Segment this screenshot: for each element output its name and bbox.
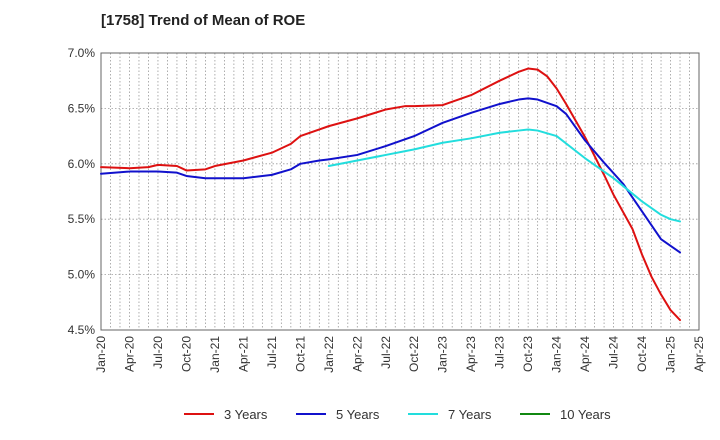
- x-tick-label: Apr-20: [122, 336, 136, 372]
- x-tick-label: Jul-21: [265, 336, 279, 369]
- x-tick-label: Jan-24: [550, 336, 564, 373]
- chart-title: [1758] Trend of Mean of ROE: [101, 12, 305, 29]
- legend-label-7-years: 7 Years: [448, 407, 492, 422]
- y-tick-label: 6.0%: [68, 157, 96, 171]
- x-tick-label: Apr-22: [350, 336, 364, 372]
- series-line-3-years: [100, 67, 682, 322]
- legend: 3 Years 5 Years 7 Years 10 Years: [184, 407, 611, 422]
- series-line-5-years: [100, 97, 682, 254]
- x-tick-label: Jan-22: [322, 336, 336, 373]
- series-lines: [100, 67, 682, 322]
- plot-frame: [100, 52, 700, 331]
- x-tick-label: Oct-20: [179, 336, 193, 372]
- y-tick-label: 4.5%: [68, 323, 96, 337]
- y-tick-label: 7.0%: [68, 46, 96, 60]
- legend-label-10-years: 10 Years: [560, 407, 611, 422]
- x-tick-label: Jul-20: [151, 336, 165, 369]
- series-line-7-years: [327, 128, 682, 223]
- x-tick-label: Apr-24: [578, 336, 592, 372]
- x-tick-label: Oct-21: [293, 336, 307, 372]
- x-tick-label: Oct-22: [407, 336, 421, 372]
- x-tick-label: Oct-24: [635, 336, 649, 372]
- x-tick-label: Apr-21: [236, 336, 250, 372]
- legend-label-3-years: 3 Years: [224, 407, 268, 422]
- x-tick-label: Jul-24: [607, 336, 621, 369]
- x-axis-ticks: Jan-20 Apr-20 Jul-20 Oct-20 Jan-21 Apr-21 Jul-…: [94, 336, 706, 373]
- y-tick-label: 5.0%: [68, 268, 96, 282]
- x-tick-label: Jan-21: [208, 336, 222, 373]
- y-tick-label: 6.5%: [68, 101, 96, 115]
- x-tick-label: Jan-20: [94, 336, 108, 373]
- x-tick-label: Oct-23: [521, 336, 535, 372]
- x-tick-label: Apr-23: [464, 336, 478, 372]
- x-tick-label: Jul-23: [493, 336, 507, 369]
- grid: [101, 53, 699, 330]
- y-tick-label: 5.5%: [68, 212, 96, 226]
- x-tick-label: Apr-25: [692, 336, 706, 372]
- x-tick-label: Jul-22: [379, 336, 393, 369]
- y-axis-ticks: 4.5% 5.0% 5.5% 6.0% 6.5% 7.0%: [68, 46, 96, 337]
- legend-label-5-years: 5 Years: [336, 407, 380, 422]
- x-tick-label: Jan-25: [664, 336, 678, 373]
- x-tick-label: Jan-23: [436, 336, 450, 373]
